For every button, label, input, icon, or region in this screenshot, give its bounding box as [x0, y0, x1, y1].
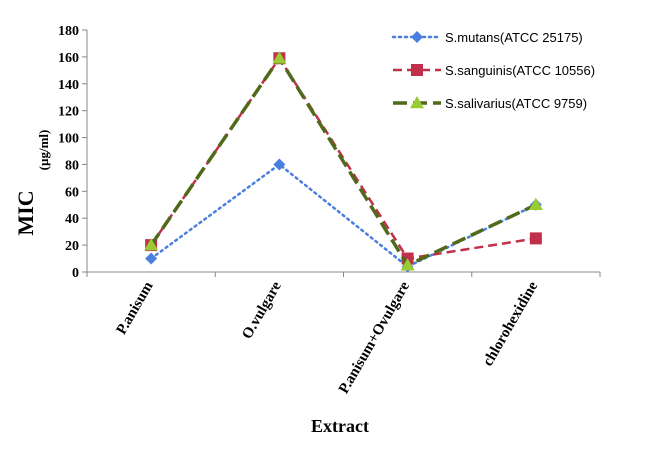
series-0 — [145, 158, 542, 273]
x-tick-label: O.vulgare — [239, 279, 285, 342]
series-line — [149, 162, 538, 269]
legend-label: S.salivarius(ATCC 9759) — [445, 96, 587, 111]
x-tick-label: P.anisum — [114, 279, 157, 338]
series-layer — [144, 51, 543, 273]
series-2 — [144, 51, 543, 271]
legend-label: S.sanguinis(ATCC 10556) — [445, 63, 595, 78]
y-axis-title-unit: (µg/ml) — [36, 130, 51, 171]
y-tick-label: 60 — [65, 185, 79, 200]
y-tick-label: 140 — [58, 78, 79, 93]
data-point — [528, 197, 543, 211]
data-point — [273, 158, 286, 171]
legend-marker — [410, 96, 424, 109]
y-tick-label: 100 — [58, 132, 79, 147]
legend-item: S.mutans(ATCC 25175) — [391, 30, 583, 45]
series-1 — [145, 52, 542, 265]
data-point — [400, 258, 415, 271]
x-tick-label: chlorohexidine — [480, 279, 541, 369]
legend-label: S.mutans(ATCC 25175) — [445, 30, 583, 45]
legend-marker — [411, 64, 423, 76]
y-tick-label: 40 — [65, 212, 79, 227]
y-tick-label: 80 — [65, 158, 79, 173]
y-tick-label: 120 — [58, 105, 79, 120]
y-axis-title: MIC (µg/ml) — [13, 130, 51, 236]
series-line — [149, 55, 537, 268]
y-tick-label: 0 — [72, 266, 79, 281]
y-tick-label: 180 — [58, 24, 79, 39]
x-tick-label: P.anisum+Ovulgare — [336, 279, 413, 397]
legend-item: S.salivarius(ATCC 9759) — [393, 96, 587, 111]
y-tick-label: 20 — [65, 239, 79, 254]
legend-marker — [411, 31, 423, 43]
y-axis-title-main: MIC — [13, 190, 38, 235]
data-point — [272, 51, 287, 64]
legend-item: S.sanguinis(ATCC 10556) — [393, 63, 595, 78]
legend: S.mutans(ATCC 25175) S.sanguinis(ATCC 105… — [391, 30, 595, 111]
data-point — [144, 238, 159, 251]
data-point — [529, 232, 542, 245]
data-point — [145, 252, 158, 265]
axes: 0 20 40 60 80 100 120 140 160 180 P.anisum O.vulgar… — [58, 24, 601, 397]
x-axis-title: Extract — [311, 416, 369, 436]
y-tick-label: 160 — [58, 51, 79, 66]
